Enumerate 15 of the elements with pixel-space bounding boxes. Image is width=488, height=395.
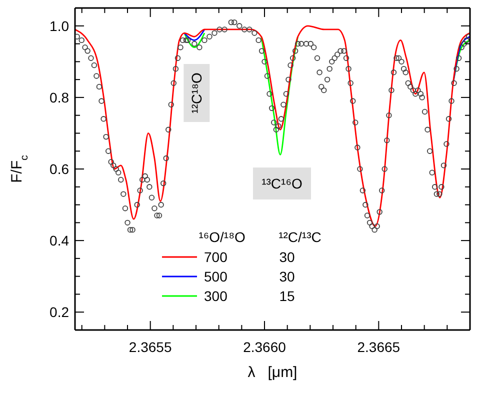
x-tick-label: 2.3665 [357, 339, 400, 355]
y-tick-label: 0.2 [50, 304, 70, 320]
x-axis-title: λ [μm] [248, 364, 298, 381]
x-tick-label: 2.3660 [243, 339, 286, 355]
annotation: ¹²C¹⁸O [188, 72, 205, 114]
annotation: ¹³C¹⁶O [262, 175, 302, 192]
legend-label: 700 30 [204, 249, 296, 265]
y-tick-label: 0.6 [50, 160, 70, 177]
legend-label: 300 15 [204, 288, 296, 304]
y-tick-label: 0.8 [50, 89, 70, 106]
y-tick-label: 0.4 [50, 232, 70, 248]
x-tick-label: 2.3655 [128, 339, 172, 355]
legend-label: 500 30 [204, 268, 296, 284]
text: ¹⁶O/¹⁸O ¹²C/¹³C [198, 229, 322, 245]
y-tick-label: 1.0 [50, 18, 70, 34]
